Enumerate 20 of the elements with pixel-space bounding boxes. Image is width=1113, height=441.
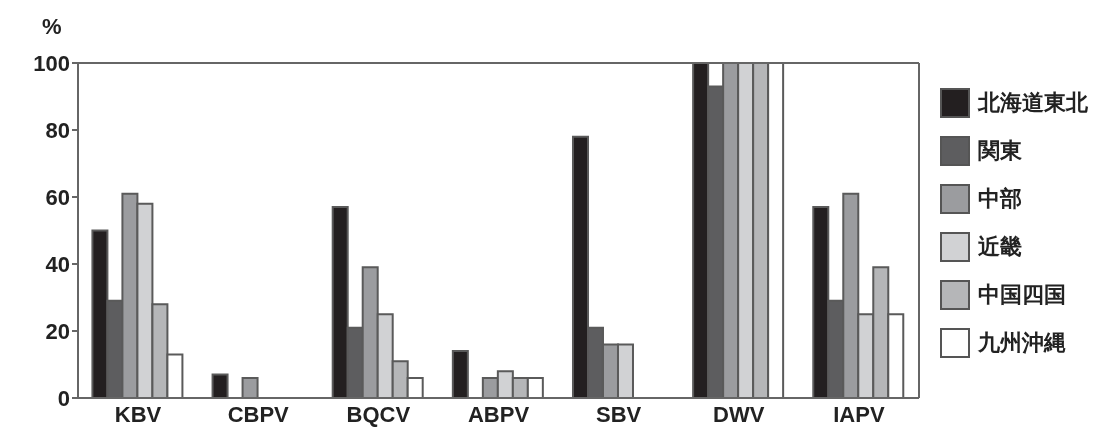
- y-tick-label: 20: [45, 318, 70, 344]
- legend-label: 近畿: [978, 233, 1022, 261]
- x-tick-label: IAPV: [833, 401, 885, 427]
- y-tick-label: 60: [45, 184, 70, 210]
- x-tick-label: SBV: [596, 401, 642, 427]
- legend-label: 九州沖縄: [978, 329, 1066, 357]
- x-tick-label: DWV: [713, 401, 765, 427]
- legend-label: 中国四国: [978, 281, 1066, 309]
- y-tick-label: 100: [33, 50, 70, 76]
- y-axis-title: %: [42, 14, 62, 40]
- x-tick-label: ABPV: [467, 401, 530, 427]
- legend-label: 中部: [978, 185, 1022, 213]
- x-tick-label: BQCV: [346, 401, 411, 427]
- y-tick-label: 80: [45, 117, 70, 143]
- y-tick-label: 40: [45, 251, 70, 277]
- x-tick-label: KBV: [114, 401, 162, 427]
- legend-label: 関東: [978, 137, 1022, 165]
- x-tick-label: CBPV: [227, 401, 290, 427]
- legend-label: 北海道東北: [978, 89, 1088, 117]
- y-tick-label: 0: [57, 385, 70, 411]
